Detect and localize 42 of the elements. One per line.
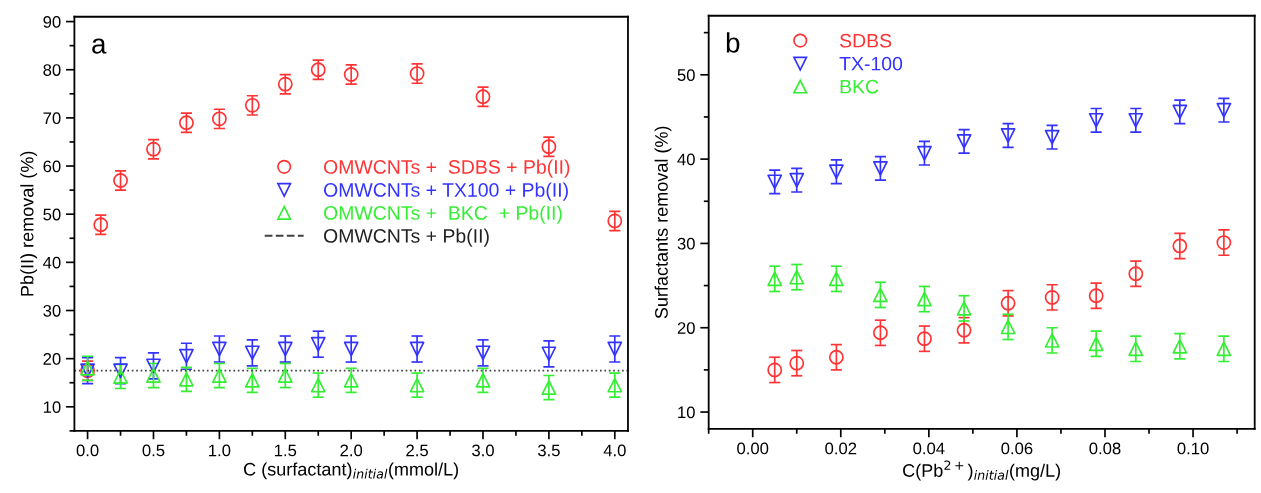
legend-label: OMWCNTs + SDBS + Pb(II) xyxy=(324,159,570,178)
x-tick-label: 4.0 xyxy=(603,444,626,457)
y-tick-label: 70 xyxy=(43,112,61,125)
annotation: a xyxy=(92,38,107,54)
legend-label: OMWCNTs + TX100 + Pb(II) xyxy=(324,182,568,201)
x-tick-label: 0.04 xyxy=(913,442,945,455)
y-tick-label: 50 xyxy=(43,208,61,221)
annotation: b xyxy=(726,32,740,53)
y-tick-label: 10 xyxy=(678,406,695,419)
x-tick-label: 0.06 xyxy=(1001,442,1033,455)
y-tick-label: 30 xyxy=(677,237,695,250)
x-tick-label: 0.08 xyxy=(1089,442,1121,455)
y-tick-label: 90 xyxy=(43,15,61,28)
x-axis-title: C (surfactant)$_{initial}$(mmol/L) xyxy=(244,462,459,480)
x-tick-label: 1.0 xyxy=(209,444,231,457)
x-tick-label: 2.0 xyxy=(340,444,363,457)
y-tick-label: 20 xyxy=(677,322,695,334)
x-tick-label: 0.00 xyxy=(737,442,769,455)
x-tick-label: 1.5 xyxy=(274,444,297,457)
legend-label: SDBS xyxy=(840,33,892,48)
legend-label: BKC xyxy=(840,79,879,94)
y-tick-label: 80 xyxy=(43,64,61,76)
x-tick-label: 2.5 xyxy=(406,444,428,457)
y-tick-label: 40 xyxy=(677,153,695,166)
x-tick-label: 0.0 xyxy=(76,444,99,457)
legend-label: TX-100 xyxy=(839,56,903,71)
y-tick-label: 40 xyxy=(43,256,61,269)
y-tick-label: 30 xyxy=(43,304,61,317)
y-axis-title: Pb(II) removal (%) xyxy=(20,151,38,296)
x-axis-title: C(Pb$^{2+}$)$_{initial}$(mg/L) xyxy=(903,460,1060,481)
x-tick-label: 3.5 xyxy=(537,444,560,457)
x-tick-label: 3.0 xyxy=(472,444,494,457)
y-axis-title: Surfactants removal (%) xyxy=(654,126,672,319)
y-tick-label: 60 xyxy=(43,160,61,173)
y-tick-label: 20 xyxy=(43,353,61,365)
x-tick-label: 0.02 xyxy=(825,442,857,455)
x-tick-label: 0.5 xyxy=(142,444,165,457)
y-tick-label: 10 xyxy=(43,401,61,414)
x-tick-label: 0.10 xyxy=(1177,442,1209,455)
legend-label: OMWCNTs + BKC + Pb(II) xyxy=(324,205,562,224)
legend-label: OMWCNTs + Pb(II) xyxy=(324,228,489,247)
y-tick-label: 50 xyxy=(677,69,695,81)
